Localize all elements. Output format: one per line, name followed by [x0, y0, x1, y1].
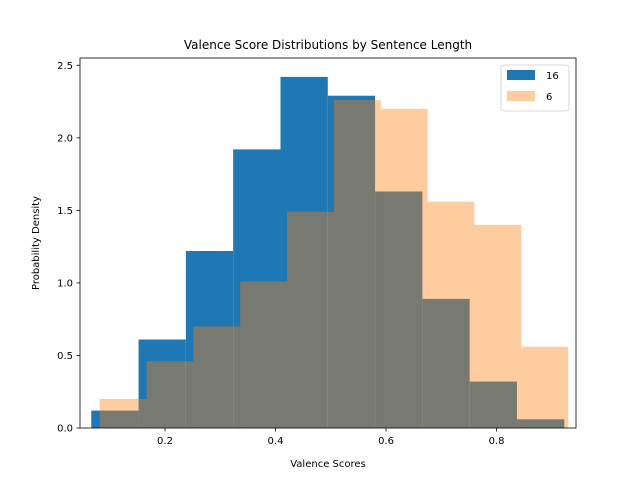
- histogram-bar: [427, 201, 475, 428]
- legend: 16 6: [500, 64, 570, 112]
- histogram-bar: [146, 361, 194, 428]
- x-tick-label: 0.8: [489, 436, 505, 447]
- x-tick-label: 0.4: [268, 436, 284, 447]
- histogram-bar: [193, 326, 241, 428]
- histogram-bar: [380, 108, 428, 429]
- legend-label: 16: [546, 71, 559, 82]
- histogram-bar: [138, 339, 186, 428]
- y-tick-label: 2.5: [57, 61, 73, 72]
- y-axis-ticks: 0.0 0.5 1.0 1.5 2.0 2.5: [57, 61, 80, 435]
- histogram-bar: [240, 281, 288, 428]
- histogram-bar: [185, 250, 234, 428]
- histogram-bar: [422, 298, 470, 428]
- histogram-bar: [99, 398, 147, 428]
- histogram-bar: [233, 149, 281, 429]
- y-tick-label: 0.0: [57, 424, 73, 435]
- y-tick-label: 0.5: [57, 351, 73, 362]
- y-tick-label: 2.0: [57, 133, 73, 144]
- histogram-bar: [469, 381, 517, 428]
- y-tick-label: 1.0: [57, 278, 73, 289]
- x-tick-label: 0.6: [378, 436, 394, 447]
- legend-swatch: [507, 70, 535, 80]
- histogram-bars: [91, 76, 569, 429]
- chart-title: Valence Score Distributions by Sentence …: [184, 38, 472, 52]
- histogram-bar: [521, 346, 569, 428]
- histogram-bar: [474, 224, 522, 428]
- plot-frame: [79, 57, 577, 429]
- x-tick-label: 0.2: [157, 436, 173, 447]
- histogram-bar: [91, 410, 139, 428]
- histogram-bar: [287, 211, 334, 428]
- legend-swatch: [507, 91, 535, 101]
- series-0: [91, 76, 565, 429]
- legend-label: 6: [546, 92, 552, 103]
- histogram-bar: [333, 100, 381, 428]
- histogram-bar: [327, 95, 376, 428]
- series-1: [99, 100, 569, 429]
- y-axis-label: Probability Density: [31, 196, 42, 290]
- x-axis-label: Valence Scores: [290, 459, 366, 470]
- y-tick-label: 1.5: [57, 206, 73, 217]
- x-axis-ticks: 0.2 0.4 0.6 0.8: [157, 428, 504, 447]
- histogram-bar: [516, 419, 565, 428]
- histogram-bar: [280, 76, 328, 429]
- histogram-bar: [375, 191, 423, 428]
